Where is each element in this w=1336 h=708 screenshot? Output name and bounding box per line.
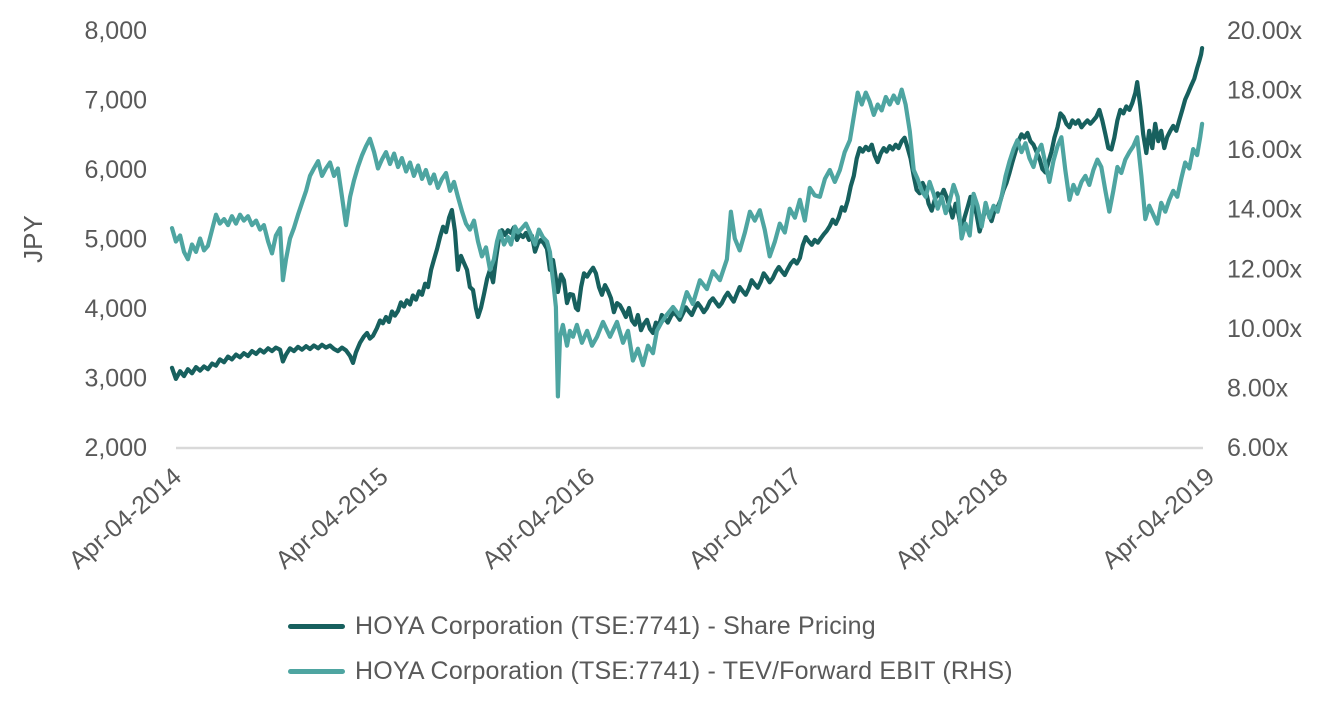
share-pricing-line-swatch [288,623,345,629]
left-axis-tick-label: 6,000 [84,156,147,184]
x-axis-tick-label: Apr-04-2018 [890,462,1013,574]
chart-legend: HOYA Corporation (TSE:7741) - Share Pric… [288,612,1013,685]
right-axis-tick-label: 16.00x [1227,136,1303,164]
tev-forward-ebit-line-swatch [288,668,345,674]
right-axis-tick-label: 10.00x [1227,315,1303,343]
right-axis-tick-label: 18.00x [1227,77,1303,105]
right-axis-tick-label: 20.00x [1227,17,1303,45]
share-pricing-legend-label: HOYA Corporation (TSE:7741) - Share Pric… [355,611,876,640]
x-axis-tick-label: Apr-04-2015 [270,462,393,574]
right-axis-tick-label: 12.00x [1227,255,1303,283]
left-axis-title: JPY [18,215,48,263]
x-axis-tick-label: Apr-04-2019 [1097,462,1220,574]
left-axis-tick-label: 8,000 [84,17,147,45]
tev-forward-ebit-legend-label: HOYA Corporation (TSE:7741) - TEV/Forwar… [355,656,1013,685]
tev-forward-ebit-series-line [169,87,1205,399]
right-axis-tick-label: 6.00x [1227,434,1289,462]
left-axis-tick-label: 2,000 [84,434,147,462]
x-axis-tick-label: Apr-04-2016 [477,462,600,574]
left-axis-tick-label: 5,000 [84,226,147,254]
x-axis-tick-label: Apr-04-2017 [683,462,806,574]
left-axis-tick-label: 3,000 [84,365,147,393]
legend-item-share-pricing: HOYA Corporation (TSE:7741) - Share Pric… [288,612,1013,640]
share-pricing-series-line [169,45,1205,381]
legend-item-tev-forward-ebit: HOYA Corporation (TSE:7741) - TEV/Forwar… [288,657,1013,685]
x-axis-tick-label: Apr-04-2014 [64,462,187,574]
right-axis-tick-label: 14.00x [1227,196,1303,224]
right-axis-tick-label: 8.00x [1227,374,1289,402]
left-axis-tick-label: 7,000 [84,87,147,115]
left-axis-tick-label: 4,000 [84,295,147,323]
